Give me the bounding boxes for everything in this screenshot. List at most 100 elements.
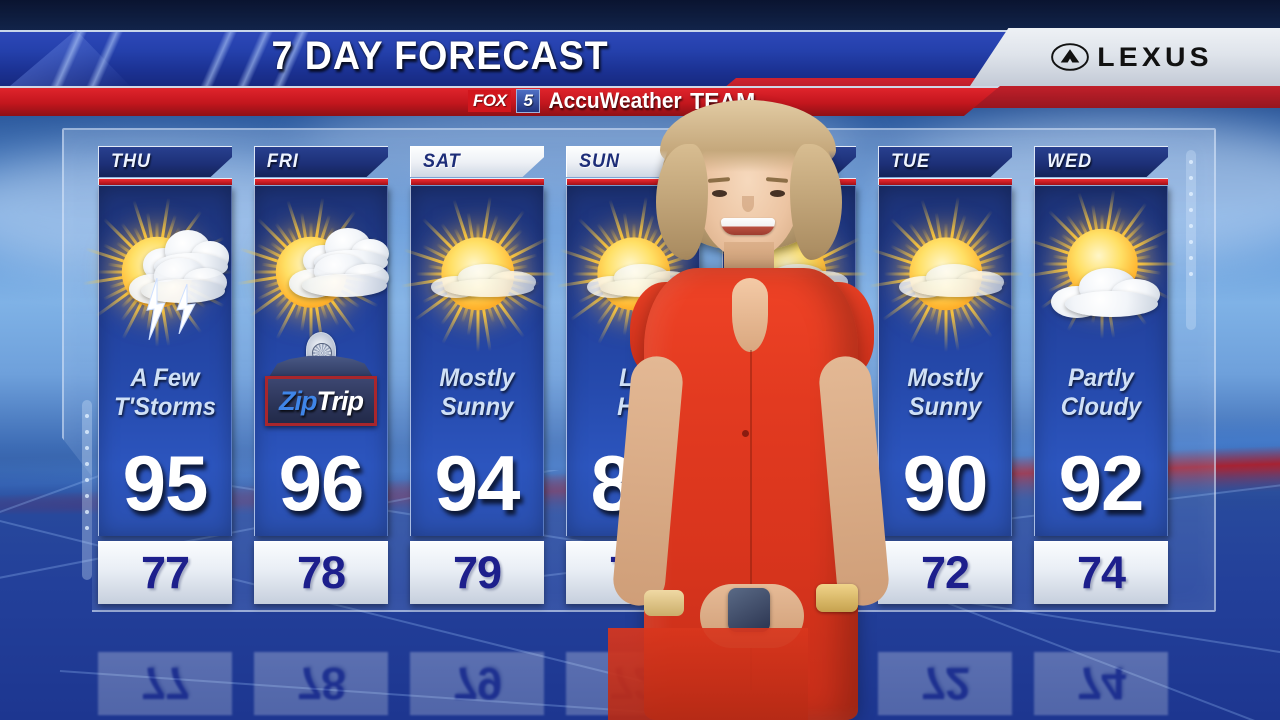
- reflected-low-temperature-box: 74: [1034, 652, 1168, 715]
- presenter-eye-right: [770, 190, 785, 197]
- low-temperature: 79: [452, 547, 502, 598]
- high-temperature: 94: [434, 439, 521, 527]
- day-card: A Few T'Storms 95: [82, 186, 233, 536]
- day-card: Mostly Sunny 90: [868, 186, 1024, 536]
- channel-five-logo: 5: [516, 89, 540, 113]
- reflected-low-temperature-box: 79: [410, 652, 544, 715]
- right-gauge-decor: [1186, 150, 1196, 330]
- fox-logo: FOX: [468, 90, 512, 112]
- ziptrip-badge[interactable]: ZipTrip: [265, 332, 377, 426]
- presenter-hair-left: [656, 144, 708, 260]
- forecast-day-column[interactable]: SAT Mostly Sunny 94 79: [400, 146, 556, 604]
- header-red-rule: [1034, 178, 1168, 185]
- low-temperature: 77: [140, 547, 190, 598]
- cloud-icon: [129, 258, 233, 304]
- lapel-mic-icon: [742, 430, 749, 437]
- accuweather-label: AccuWeather: [548, 88, 682, 113]
- cloud-puff: [141, 278, 225, 303]
- high-temperature: 90: [902, 439, 989, 527]
- reflected-low-box: 74: [1034, 652, 1168, 720]
- cloud-puff: [444, 279, 535, 297]
- condition-text: Mostly Sunny: [414, 364, 539, 422]
- low-temperature: 78: [296, 547, 346, 598]
- reflected-low-temperature: 79: [452, 658, 502, 709]
- header-red-rule: [98, 178, 232, 185]
- day-label: FRI: [266, 151, 299, 172]
- condition-line-2: Sunny: [908, 393, 982, 421]
- sun-cloud-icon: [236, 192, 390, 360]
- page-title: 7 DAY FORECAST: [271, 34, 609, 78]
- title-banner: 7 DAY FORECAST FOX 5 AccuWeather TEAM LE…: [0, 0, 1280, 126]
- sun-cloud-thunderstorm-icon: [82, 192, 233, 360]
- sponsor-plate: LEXUS: [970, 28, 1280, 86]
- reflected-low-box: 78: [254, 652, 388, 720]
- presenter-nose: [742, 196, 754, 212]
- condition-line-1: Mostly: [439, 364, 515, 392]
- day-label: WED: [1047, 151, 1093, 172]
- left-gauge-decor: [82, 400, 92, 580]
- condition-line-2: T'Storms: [113, 393, 216, 421]
- cloud-puff: [1064, 290, 1158, 317]
- condition-line-1: A Few: [130, 364, 200, 392]
- high-temperature: 92: [1058, 439, 1145, 527]
- day-card: Partly Cloudy 92: [1027, 186, 1177, 536]
- high-temperature: 95: [122, 439, 209, 527]
- presenter-eye-left: [712, 190, 727, 197]
- day-header: WED: [1034, 146, 1168, 177]
- cloud-icon: [1051, 268, 1167, 318]
- low-temperature-box: 79: [410, 541, 544, 604]
- reflected-low-box: 79: [410, 652, 544, 720]
- presenter-figure: [608, 100, 908, 720]
- reflected-low-temperature: 78: [296, 658, 346, 709]
- forecast-day-column[interactable]: TUE Mostly Sunny 90 72: [868, 146, 1024, 604]
- sponsor-name: LEXUS: [1097, 41, 1213, 72]
- header-red-rule: [410, 178, 544, 185]
- reflected-low-temperature: 72: [920, 658, 970, 709]
- cloud-puff: [301, 273, 387, 297]
- condition-text: A Few T'Storms: [102, 364, 227, 422]
- header-red-rule: [878, 178, 1012, 185]
- day-label: SAT: [422, 151, 461, 172]
- reflected-low-temperature: 74: [1076, 658, 1126, 709]
- cloud-puff: [912, 279, 1003, 297]
- condition-line-2: Sunny: [440, 393, 514, 421]
- reflected-low-temperature-box: 78: [254, 652, 388, 715]
- reflected-low-temperature-box: 77: [98, 652, 232, 715]
- day-header: THU: [98, 146, 232, 177]
- header-red-rule: [254, 178, 388, 185]
- day-header: TUE: [878, 146, 1012, 177]
- partly-cloudy-icon: [1027, 189, 1177, 360]
- condition-line-1: Mostly: [907, 364, 983, 392]
- low-temperature-box: 78: [254, 541, 388, 604]
- low-temperature: 74: [1076, 547, 1126, 598]
- header-red-rule: [566, 178, 700, 185]
- condition-text: Partly Cloudy: [1038, 364, 1163, 422]
- ziptrip-sign: ZipTrip: [265, 376, 377, 426]
- presenter-bracelet: [644, 590, 684, 616]
- mostly-sunny-icon: [400, 192, 556, 360]
- cloud-icon: [431, 264, 543, 298]
- forecast-day-column[interactable]: FRI ZipTrip 96 78: [236, 146, 390, 604]
- high-temperature: 96: [278, 439, 365, 527]
- day-label: TUE: [891, 151, 930, 172]
- low-temperature: 72: [920, 547, 970, 598]
- presenter-reflection: [608, 628, 808, 720]
- reflected-low-temperature: 77: [140, 658, 190, 709]
- day-label: THU: [111, 151, 152, 172]
- forecast-day-column[interactable]: THU A Few T'Storms 95 77: [82, 146, 233, 604]
- reflected-low-box: 77: [98, 652, 232, 720]
- low-temperature-box: 74: [1034, 541, 1168, 604]
- day-header: SAT: [410, 146, 544, 177]
- ziptrip-roof: [269, 355, 373, 377]
- cloud-icon: [289, 254, 395, 298]
- forecast-day-column[interactable]: WED Partly Cloudy 92 74: [1027, 146, 1177, 604]
- presenter-hair-right: [790, 144, 842, 260]
- day-label: SUN: [579, 151, 621, 172]
- presenter-mouth: [721, 218, 775, 235]
- condition-text: Mostly Sunny: [882, 364, 1007, 422]
- handheld-clicker: [728, 588, 770, 632]
- condition-line-2: Cloudy: [1060, 393, 1142, 421]
- low-temperature-box: 77: [98, 541, 232, 604]
- mostly-sunny-icon: [868, 192, 1024, 360]
